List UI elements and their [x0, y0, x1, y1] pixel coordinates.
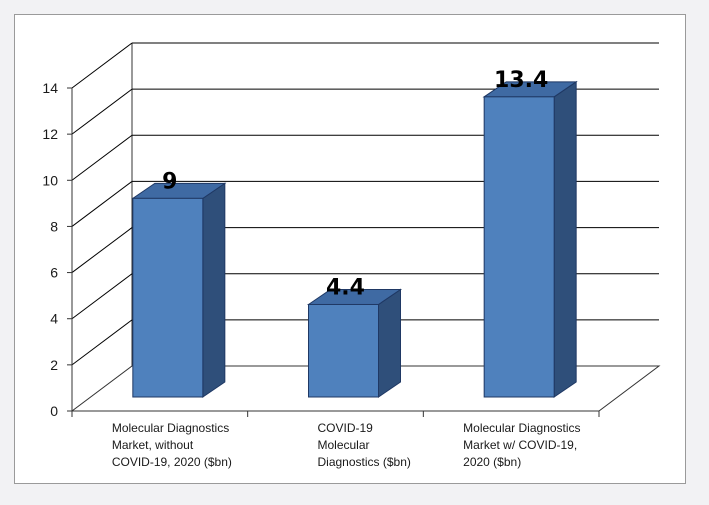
y-tick-label-4: 8 [50, 218, 58, 234]
bar-side-1 [378, 288, 401, 398]
gridline-diagonal-5 [71, 134, 133, 181]
data-label-0: 9 [162, 169, 177, 194]
x-category-label-1-2: Diagnostics ($bn) [318, 455, 411, 469]
bar-1 [308, 303, 379, 398]
x-category-label-2-2: 2020 ($bn) [463, 455, 521, 469]
gridline-diagonal-7 [71, 42, 133, 89]
gridline-diagonal-2 [71, 273, 133, 320]
y-tick-label-1: 2 [50, 357, 58, 373]
bar-side-0 [202, 182, 226, 398]
bar-0 [132, 197, 204, 398]
x-category-label-0-2: COVID-19, 2020 ($bn) [112, 455, 232, 469]
y-tick-label-0: 0 [50, 403, 58, 419]
y-tick-label-3: 6 [50, 265, 58, 281]
data-label-1: 4.4 [326, 275, 365, 300]
gridline-diagonal-1 [71, 319, 133, 366]
x-category-label-2-0: Molecular Diagnostics [463, 421, 580, 435]
chart-frame: 0 2 4 6 8 10 12 14 9 Molecular Diagnostics Market,… [14, 14, 686, 484]
gridline-diagonal-6 [71, 88, 133, 135]
x-category-label-0-1: Market, without [112, 438, 194, 452]
y-tick-label-5: 10 [42, 172, 58, 188]
bar-2 [483, 96, 555, 398]
y-tick-label-2: 4 [50, 311, 58, 327]
x-category-label-1-1: Molecular [318, 438, 370, 452]
x-category-label-2-1: Market w/ COVID-19, [463, 438, 577, 452]
y-tick-label-7: 14 [42, 80, 58, 96]
y-tick-label-6: 12 [42, 126, 58, 142]
x-category-label-1-0: COVID-19 [318, 421, 374, 435]
x-category-label-0-0: Molecular Diagnostics [112, 421, 229, 435]
data-label-2: 13.4 [494, 68, 548, 93]
gridline-diagonal-4 [71, 181, 133, 227]
bar-side-2 [553, 80, 577, 398]
gridline-diagonal-3 [71, 227, 133, 273]
